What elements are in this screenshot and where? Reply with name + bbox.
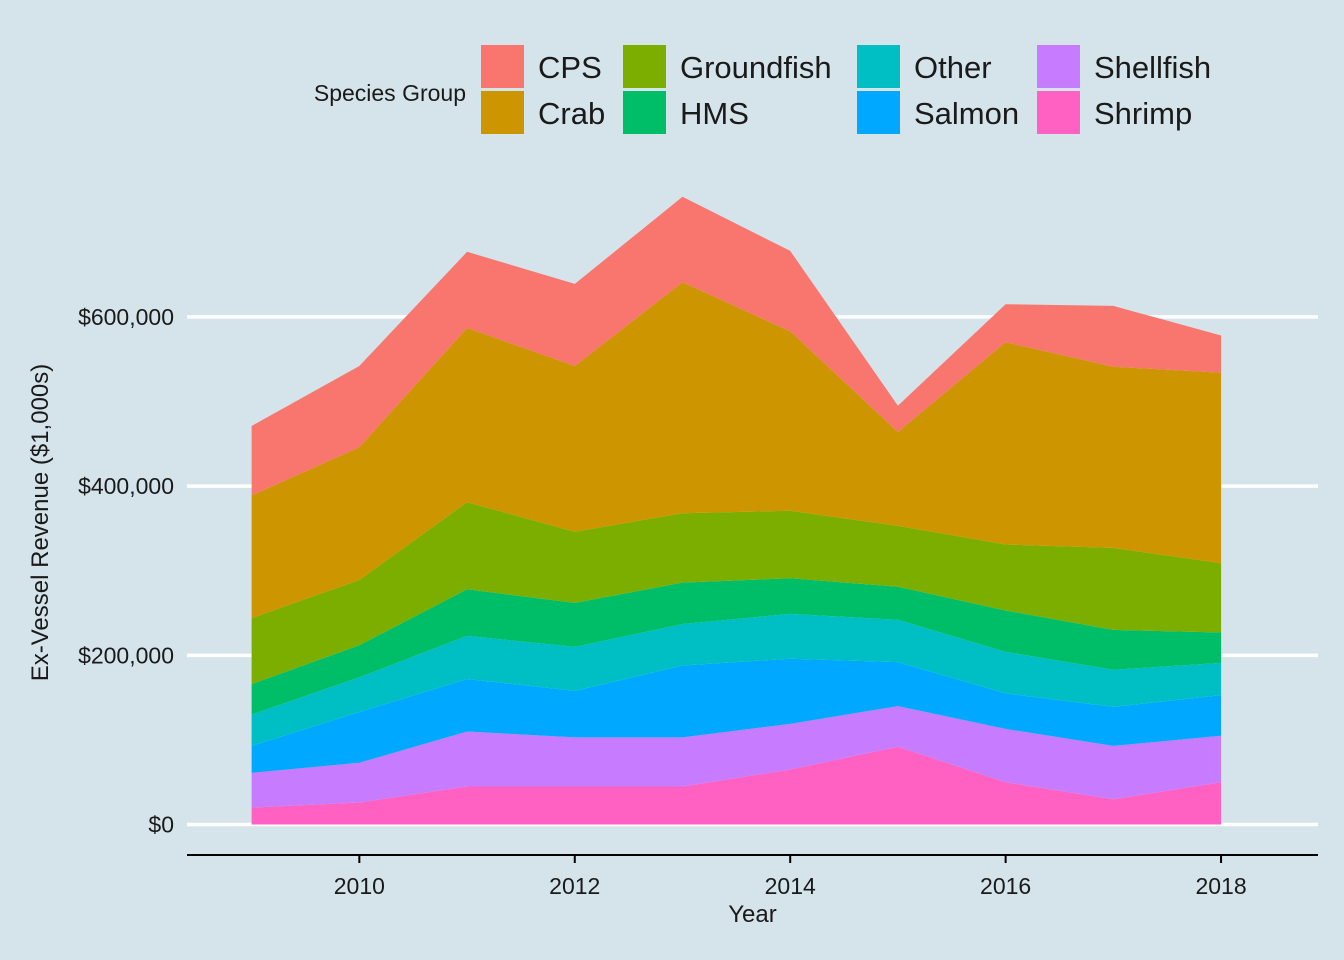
y-axis: $0 $200,000 $400,000 $600,000 — [78, 304, 174, 838]
x-tick-label: 2016 — [980, 873, 1031, 899]
y-tick-label: $200,000 — [78, 642, 174, 668]
legend-swatch-hms — [623, 91, 666, 134]
area-salmon — [251, 658, 1222, 773]
y-axis-title: Ex-Vessel Revenue ($1,000s) — [27, 364, 54, 682]
legend-swatch-crab — [481, 91, 524, 134]
legend-label-hms: HMS — [680, 96, 749, 131]
area-groundfish — [251, 502, 1222, 685]
legend-swatch-shellfish — [1037, 45, 1080, 88]
area-shellfish — [251, 706, 1222, 808]
legend-label-shrimp: Shrimp — [1094, 96, 1192, 131]
area-series — [251, 196, 1222, 825]
legend-swatch-cps — [481, 45, 524, 88]
x-tick-label: 2014 — [765, 873, 816, 899]
area-crab — [251, 282, 1222, 619]
legend-label-groundfish: Groundfish — [680, 50, 832, 85]
legend-label-other: Other — [914, 50, 992, 85]
legend-swatch-other — [857, 45, 900, 88]
area-shrimp — [251, 746, 1222, 825]
x-tick-label: 2018 — [1195, 873, 1246, 899]
x-axis: 2010 2012 2014 2016 2018 — [187, 854, 1318, 899]
y-tick-label: $600,000 — [78, 304, 174, 330]
legend-label-salmon: Salmon — [914, 96, 1019, 131]
area-cps — [251, 196, 1222, 496]
x-axis-title: Year — [728, 901, 777, 928]
area-other — [251, 613, 1222, 746]
x-tick-label: 2012 — [549, 873, 600, 899]
legend-label-crab: Crab — [538, 96, 605, 131]
legend-swatch-groundfish — [623, 45, 666, 88]
y-tick-label: $400,000 — [78, 473, 174, 499]
x-tick-label: 2010 — [334, 873, 385, 899]
y-tick-label: $0 — [148, 812, 174, 838]
legend-label-shellfish: Shellfish — [1094, 50, 1211, 85]
legend-swatch-shrimp — [1037, 91, 1080, 134]
area-hms — [251, 578, 1222, 715]
legend-label-cps: CPS — [538, 50, 602, 85]
legend-title: Species Group — [314, 80, 466, 106]
legend: Species Group CPS Crab Groundfish HMS Other S… — [314, 45, 1211, 134]
legend-swatch-salmon — [857, 91, 900, 134]
